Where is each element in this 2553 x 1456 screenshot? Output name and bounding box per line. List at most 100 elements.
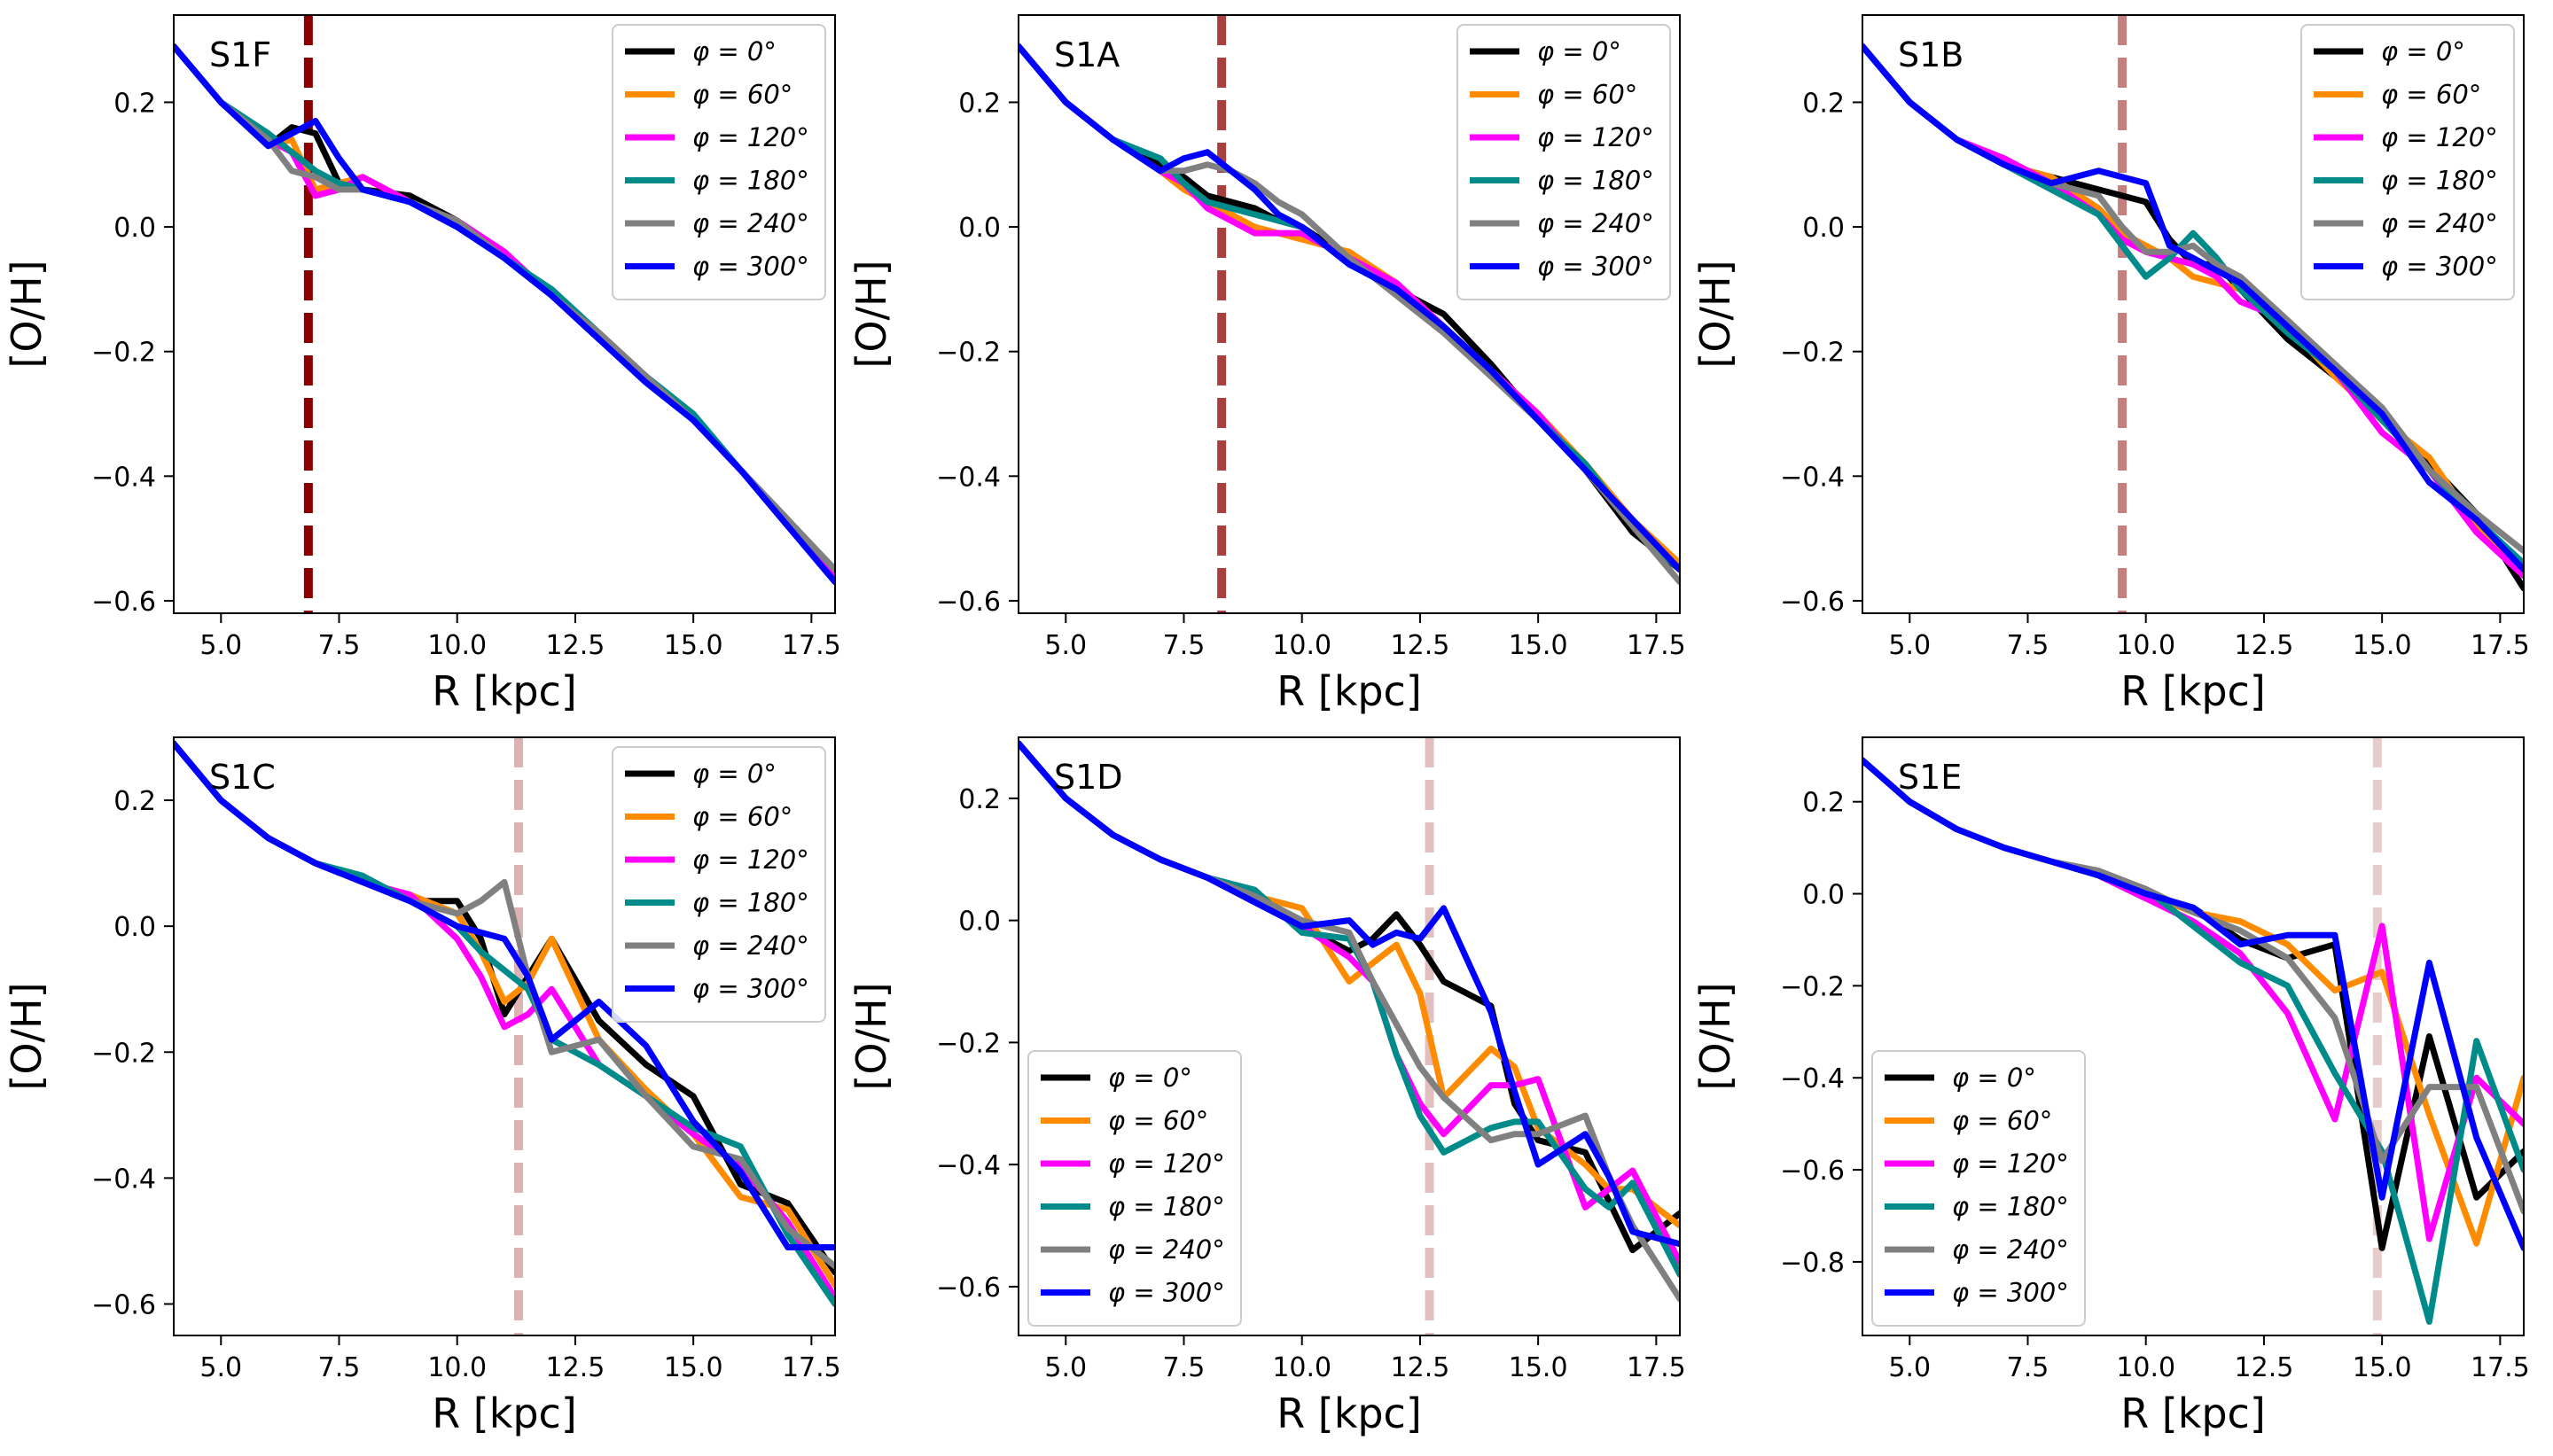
- y-tick-label: −0.6: [936, 587, 1001, 618]
- panel-s1c: 5.0 7.5 10.0 12.5 15.0 17.5 0.2 0.0 −0.2 −0.4 −0.6…: [3, 736, 841, 1437]
- legend: φ = 0° φ = 60° φ = 120° φ = 180° φ = 240° φ =…: [612, 746, 826, 1023]
- legend-entry: φ = 120°: [692, 845, 809, 875]
- panel-s1d: 5.0 7.5 10.0 12.5 15.0 17.5 0.2 0.0 −0.2 −0.4 −0.6…: [847, 736, 1686, 1437]
- series-line-5: [1862, 43, 2524, 573]
- series-line-5: [1862, 757, 2524, 1251]
- x-tick-label: 10.0: [427, 630, 487, 661]
- x-tick-label: 17.5: [1627, 1352, 1686, 1383]
- series-line-2: [1862, 43, 2524, 580]
- x-tick-label: 17.5: [782, 1352, 841, 1383]
- y-tick-label: 0.0: [113, 213, 156, 244]
- series-group: [174, 43, 835, 586]
- series-group: [1019, 740, 1680, 1303]
- legend-entry: φ = 300°: [1108, 1278, 1225, 1308]
- legend-entry: φ = 120°: [1537, 122, 1654, 152]
- x-tick-label: 5.0: [1888, 630, 1931, 661]
- x-tick-label: 17.5: [782, 630, 841, 661]
- legend-entry: φ = 240°: [1537, 208, 1654, 238]
- y-tick-label: −0.2: [91, 1038, 156, 1069]
- panel-label: S1C: [209, 758, 276, 797]
- legend: φ = 0° φ = 60° φ = 120° φ = 180° φ = 240° φ =…: [1027, 1050, 1242, 1327]
- y-axis-title: [O/H]: [847, 982, 895, 1090]
- legend-entry: φ = 60°: [692, 80, 792, 110]
- legend-entry: φ = 300°: [1952, 1278, 2069, 1308]
- series-line-5: [1019, 43, 1680, 573]
- x-tick-label: 7.5: [318, 1352, 361, 1383]
- x-tick-label: 10.0: [1272, 630, 1331, 661]
- legend: φ = 0° φ = 60° φ = 120° φ = 180° φ = 240° φ =…: [1871, 1050, 2086, 1327]
- series-group: [1862, 757, 2524, 1325]
- y-tick-label: −0.6: [1780, 587, 1845, 618]
- panel-s1b: 5.0 7.5 10.0 12.5 15.0 17.5 0.2 0.0 −0.2 −0.4 −0.6…: [1691, 14, 2530, 715]
- x-tick-label: 10.0: [2116, 630, 2175, 661]
- panel-s1a: 5.0 7.5 10.0 12.5 15.0 17.5 0.2 0.0 −0.2 −0.4 −0.6…: [847, 14, 1686, 715]
- y-tick-label: 0.2: [113, 786, 156, 817]
- x-tick-label: 7.5: [1163, 630, 1206, 661]
- legend-entry: φ = 0°: [692, 759, 777, 789]
- x-tick-label: 12.5: [1391, 1352, 1450, 1383]
- y-axis-title: [O/H]: [1691, 260, 1739, 368]
- x-tick-label: 17.5: [2471, 630, 2530, 661]
- legend-entry: φ = 120°: [1952, 1148, 2069, 1179]
- x-tick-label: 15.0: [2353, 630, 2412, 661]
- y-tick-label: −0.2: [936, 338, 1001, 369]
- panel-s1f: 5.0 7.5 10.0 12.5 15.0 17.5 0.2 0.0 −0.2 −0.4 −0.6…: [3, 14, 841, 715]
- panel-label: S1D: [1054, 758, 1123, 797]
- y-tick-label: −0.2: [936, 1028, 1001, 1059]
- legend-entry: φ = 60°: [1952, 1106, 2052, 1136]
- y-axis-title: [O/H]: [3, 260, 51, 368]
- y-tick-label: −0.6: [936, 1273, 1001, 1304]
- y-tick-label: 0.2: [1802, 88, 1845, 119]
- plot-frame: [1862, 736, 2525, 1336]
- y-tick-label: −0.2: [1780, 338, 1845, 369]
- x-axis-title: R [kpc]: [432, 667, 577, 715]
- legend-entry: φ = 300°: [2381, 252, 2498, 282]
- y-tick-label: −0.4: [1780, 462, 1845, 493]
- panel-label: S1F: [209, 35, 271, 74]
- legend-entry: φ = 120°: [2381, 122, 2498, 152]
- y-tick-label: −0.6: [1780, 1156, 1845, 1187]
- legend-entry: φ = 120°: [1108, 1148, 1225, 1179]
- y-tick-label: 0.2: [1802, 788, 1845, 819]
- legend-entry: φ = 240°: [692, 930, 809, 961]
- legend-entry: φ = 0°: [2381, 36, 2465, 66]
- plot-frame: [1862, 14, 2525, 614]
- legend-entry: φ = 60°: [1108, 1106, 1208, 1136]
- y-axis-title: [O/H]: [3, 982, 51, 1090]
- x-tick-label: 12.5: [2235, 630, 2294, 661]
- legend-entry: φ = 0°: [692, 36, 777, 66]
- legend-entry: φ = 300°: [692, 974, 809, 1004]
- x-tick-label: 15.0: [1509, 1352, 1568, 1383]
- panel-label: S1B: [1898, 35, 1964, 74]
- x-tick-label: 17.5: [1627, 630, 1686, 661]
- y-axis-title: [O/H]: [847, 260, 895, 368]
- legend-entry: φ = 120°: [692, 122, 809, 152]
- legend-entry: φ = 240°: [1952, 1234, 2069, 1265]
- x-tick-label: 5.0: [199, 1352, 242, 1383]
- legend-entry: φ = 240°: [2381, 208, 2498, 238]
- x-tick-label: 12.5: [546, 630, 605, 661]
- x-tick-label: 12.5: [2235, 1352, 2294, 1383]
- legend-entry: φ = 300°: [692, 252, 809, 282]
- x-tick-label: 5.0: [1888, 1352, 1931, 1383]
- x-tick-label: 15.0: [664, 630, 723, 661]
- x-tick-label: 7.5: [318, 630, 361, 661]
- x-tick-label: 5.0: [199, 630, 242, 661]
- series-group: [174, 740, 835, 1307]
- plot-frame: [173, 736, 836, 1336]
- y-tick-label: −0.4: [91, 1164, 156, 1195]
- y-tick-label: 0.0: [1802, 213, 1845, 244]
- x-axis-title: R [kpc]: [2120, 1390, 2266, 1437]
- legend-entry: φ = 240°: [692, 208, 809, 238]
- y-tick-label: −0.6: [91, 587, 156, 618]
- series-group: [1862, 43, 2524, 592]
- legend-entry: φ = 180°: [2381, 166, 2498, 196]
- y-tick-label: −0.8: [1780, 1248, 1845, 1279]
- legend-entry: φ = 240°: [1108, 1234, 1225, 1265]
- x-tick-label: 10.0: [427, 1352, 487, 1383]
- legend-entry: φ = 60°: [1537, 80, 1637, 110]
- y-tick-label: −0.4: [1780, 1063, 1845, 1094]
- x-tick-label: 5.0: [1044, 1352, 1087, 1383]
- y-tick-label: −0.2: [91, 338, 156, 369]
